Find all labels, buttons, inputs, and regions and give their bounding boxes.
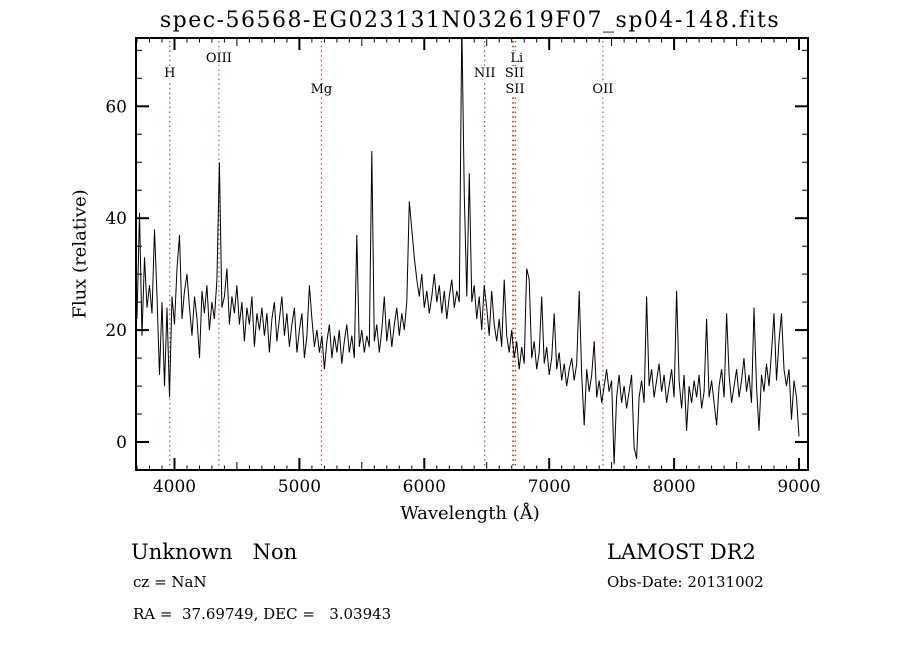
- spectrum-trace: [136, 38, 800, 465]
- plot-title: spec-56568-EG023131N032619F07_sp04-148.f…: [159, 8, 781, 33]
- x-axis-tick-label: 8000: [652, 477, 695, 497]
- spectral-line-label-bg: [163, 66, 176, 80]
- spectral-line-label-bg: [506, 51, 527, 65]
- spectral-line-label: SII: [505, 82, 524, 97]
- x-axis-tick-label: 4000: [153, 477, 196, 497]
- x-axis-tick-label: 5000: [278, 477, 321, 497]
- x-axis-label: Wavelength (Å): [400, 503, 540, 524]
- spectral-line-label-bg: [589, 82, 617, 96]
- spectral-line-label-bg: [501, 82, 529, 96]
- spectral-line-label: NII: [474, 66, 496, 81]
- x-axis-tick-label: 7000: [528, 477, 571, 497]
- y-axis-label: Flux (relative): [69, 189, 91, 319]
- spectral-line-label: SII: [505, 66, 524, 81]
- x-axis-tick-label: 6000: [403, 477, 446, 497]
- spectral-line-label-bg: [471, 66, 499, 80]
- spectral-line-label-bg: [201, 51, 237, 65]
- plot-frame: [135, 37, 809, 471]
- spectral-line-label: OII: [592, 82, 613, 97]
- spectral-line-label-bg: [500, 66, 529, 80]
- cz-value: cz = NaN: [133, 573, 207, 591]
- y-axis-tick-label: 60: [105, 97, 127, 117]
- y-axis-tick-label: 0: [116, 433, 127, 453]
- survey-name: LAMOST DR2: [607, 540, 756, 564]
- ra-dec-coordinates: RA = 37.69749, DEC = 3.03943: [133, 605, 392, 623]
- y-axis-tick-label: 40: [105, 209, 127, 229]
- spectral-line-label: Li: [510, 51, 523, 66]
- spectral-line-label-bg: [311, 82, 332, 96]
- spectral-line-label: Mg: [311, 82, 333, 97]
- x-axis-tick-label: 9000: [777, 477, 820, 497]
- y-axis-tick-label: 20: [105, 321, 127, 341]
- obs-date: Obs-Date: 20131002: [607, 573, 764, 591]
- spectral-line-label: H: [164, 66, 175, 81]
- classification-text: Unknown Non: [131, 540, 298, 564]
- spectral-line-label: OIII: [206, 51, 232, 66]
